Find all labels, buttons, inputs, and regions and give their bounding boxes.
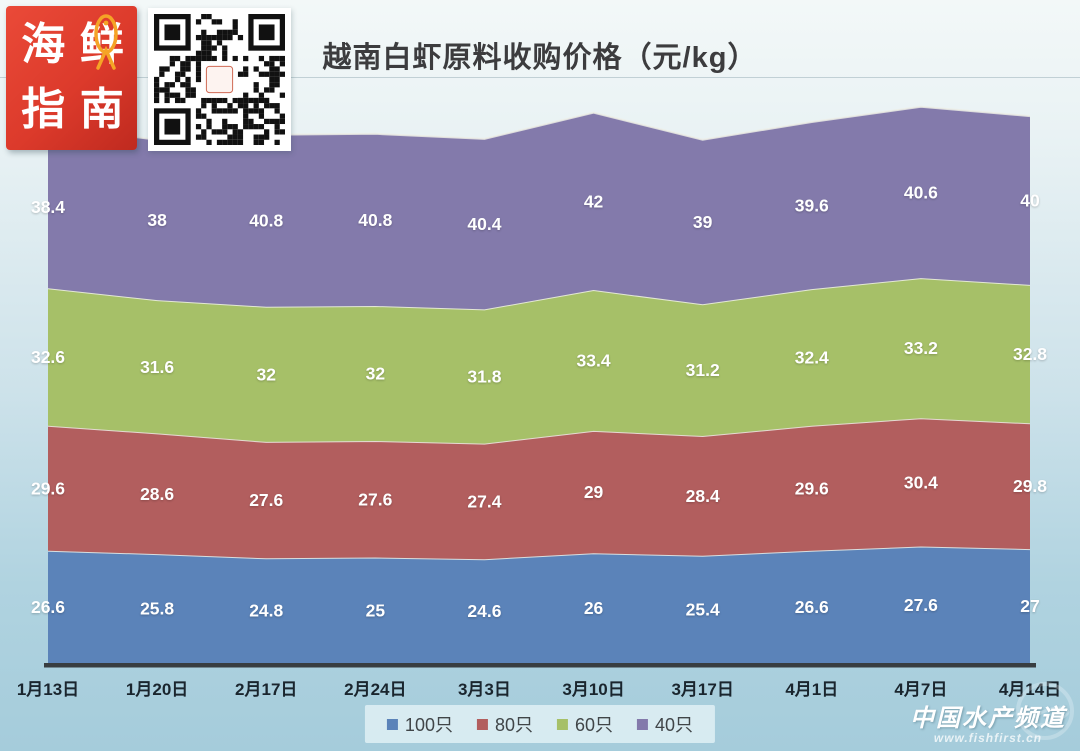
data-label-100只: 27 <box>1020 596 1039 616</box>
area-series-60只 <box>48 278 1030 444</box>
data-label-40只: 40.6 <box>904 183 938 203</box>
legend-item-60只: 60只 <box>557 711 613 737</box>
legend-swatch-icon <box>557 718 569 730</box>
data-label-80只: 27.4 <box>467 491 501 511</box>
area-series-40只 <box>48 106 1030 310</box>
data-label-60只: 33.4 <box>577 350 611 370</box>
watermark: 中国水产频道 www.fishfirst.cn <box>910 682 1074 745</box>
data-label-40只: 38 <box>147 210 167 230</box>
data-label-100只: 25.4 <box>686 599 720 619</box>
qr-code <box>148 8 291 151</box>
x-axis-line <box>44 663 1036 668</box>
fishfirst-logo-icon <box>1016 682 1074 740</box>
data-label-40只: 39 <box>693 212 713 232</box>
data-label-80只: 27.6 <box>249 490 283 510</box>
data-label-80只: 29 <box>584 482 604 502</box>
chart-legend: 100只 80只 60只 40只 <box>364 705 716 743</box>
area-series-100只 <box>48 546 1030 663</box>
qr-pattern <box>154 14 285 145</box>
x-axis-label: 4月7日 <box>894 680 947 699</box>
x-axis-label: 3月10日 <box>562 680 624 699</box>
data-label-100只: 24.8 <box>249 601 283 621</box>
x-axis-label: 2月24日 <box>344 680 406 699</box>
data-label-80只: 29.8 <box>1013 476 1047 496</box>
data-label-60只: 32 <box>366 364 386 384</box>
legend-label: 80只 <box>494 715 534 735</box>
watermark-url: www.fishfirst.cn <box>933 731 1043 745</box>
data-label-100只: 24.6 <box>467 601 501 621</box>
legend-label: 100只 <box>404 715 453 735</box>
area-series-80只 <box>48 418 1030 560</box>
data-label-40只: 38.4 <box>31 197 65 217</box>
data-label-80只: 27.6 <box>358 489 392 509</box>
legend-swatch-icon <box>637 718 649 730</box>
data-label-40只: 40 <box>1020 191 1040 211</box>
logo-char: 南 <box>79 85 124 134</box>
data-label-100只: 27.6 <box>904 595 938 615</box>
header-divider <box>0 77 1080 78</box>
logo-char: 指 <box>21 85 66 134</box>
x-axis-label: 4月1日 <box>785 680 838 699</box>
x-axis-label: 3月3日 <box>458 680 511 699</box>
data-label-60只: 31.6 <box>140 357 174 377</box>
legend-item-100只: 100只 <box>386 711 453 737</box>
data-label-60只: 33.2 <box>904 338 938 358</box>
seafood-guide-logo: 海 鲜 指 南 <box>6 6 137 150</box>
x-axis-label: 1月13日 <box>17 680 79 699</box>
x-axis-label: 3月17日 <box>671 680 733 699</box>
data-label-60只: 32.6 <box>31 347 65 367</box>
data-label-100只: 26 <box>584 598 604 618</box>
data-label-60只: 32.8 <box>1013 344 1047 364</box>
data-label-80只: 29.6 <box>31 478 65 498</box>
data-label-40只: 40.8 <box>358 210 392 230</box>
legend-label: 60只 <box>575 715 614 735</box>
legend-item-40只: 40只 <box>637 711 693 737</box>
legend-swatch-icon <box>476 718 488 730</box>
data-label-80只: 28.6 <box>140 484 174 504</box>
chart-title: 越南白虾原料收购价格（元/kg） <box>322 42 758 74</box>
x-axis-label: 2月17日 <box>235 680 297 699</box>
legend-item-80只: 80只 <box>476 711 534 737</box>
data-label-60只: 32.4 <box>795 348 829 368</box>
data-label-100只: 25 <box>366 600 386 620</box>
data-label-40只: 40.4 <box>467 214 501 234</box>
data-label-60只: 31.2 <box>686 360 720 380</box>
data-label-80只: 30.4 <box>904 472 938 492</box>
legend-label: 40只 <box>655 715 694 735</box>
logo-char: 海 <box>21 20 66 69</box>
data-label-40只: 42 <box>584 191 604 211</box>
area-border-60只 <box>47 277 1031 311</box>
data-label-100只: 25.8 <box>140 599 174 619</box>
x-axis-label: 1月20日 <box>126 680 188 699</box>
data-label-40只: 39.6 <box>795 196 829 216</box>
data-label-60只: 31.8 <box>467 367 501 387</box>
data-label-100只: 26.6 <box>795 597 829 617</box>
data-label-100只: 26.6 <box>31 597 65 617</box>
data-label-40只: 40.8 <box>249 211 283 231</box>
data-label-80只: 29.6 <box>795 478 829 498</box>
legend-swatch-icon <box>386 718 398 730</box>
data-label-60只: 32 <box>256 364 276 384</box>
fish-icon <box>94 14 118 70</box>
data-label-80只: 28.4 <box>686 486 720 506</box>
